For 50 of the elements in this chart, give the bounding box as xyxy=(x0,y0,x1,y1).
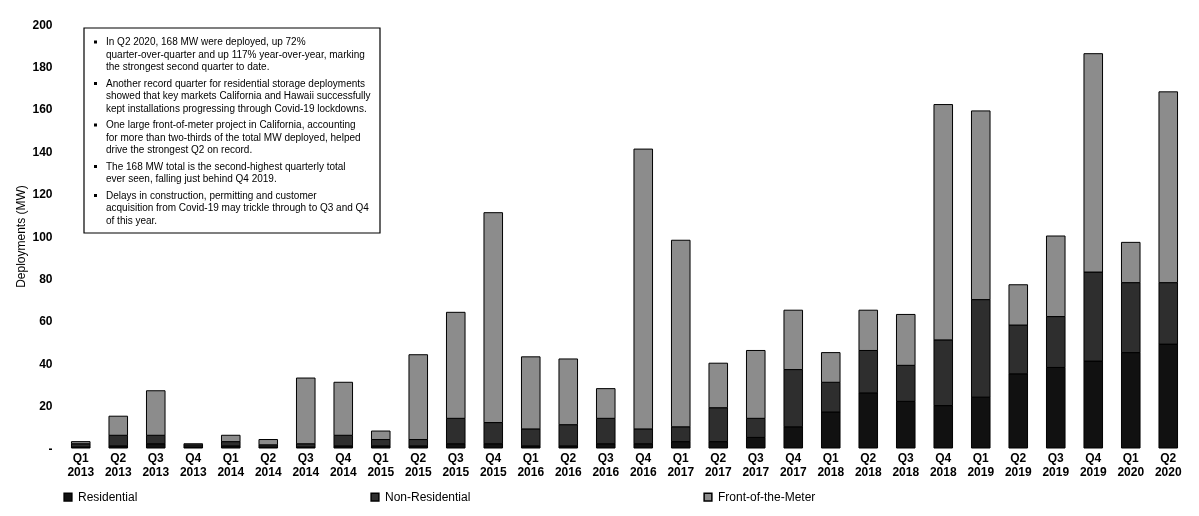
annotation: In Q2 2020, 168 MW were deployed, up 72% quarter-over-quarter and up 117% year-over-year, marking the strongest second quarter to date. xyxy=(106,36,365,72)
x-tick-label: Q3 2015 xyxy=(442,450,470,479)
x-tick-label: Q2 2017 xyxy=(704,450,732,479)
y-tick-label: 200 xyxy=(32,17,53,32)
annotation: Delays in construction, permitting and customer acquisition from Covid-19 may trickle through to Q3 and Q4 of this year. xyxy=(106,189,370,226)
x-tick-label: Q3 2016 xyxy=(592,450,620,479)
x-tick-label: Q3 2014 xyxy=(292,450,320,479)
x-tick-label: Q4 2015 xyxy=(479,450,507,479)
annotation: Another record quarter for residential storage deployments showed that key markets California and Hawaii successfully kept installations progressing through Covid-19 lockdowns. xyxy=(106,77,371,114)
y-tick-label: 80 xyxy=(39,271,53,286)
y-tick-label: - xyxy=(48,441,53,456)
x-tick-label: Q3 2018 xyxy=(892,450,920,479)
x-tick-label: Q2 2013 xyxy=(104,450,132,479)
y-tick-label: 20 xyxy=(39,399,53,414)
legend-label: Non-Residential xyxy=(385,490,471,505)
x-tick-label: Q1 2016 xyxy=(517,450,545,479)
legend-label: Residential xyxy=(78,490,138,505)
legend-label: Front-of-the-Meter xyxy=(718,490,816,505)
x-tick-label: Q2 2019 xyxy=(1004,450,1032,479)
x-tick-label: Q4 2016 xyxy=(629,450,657,479)
y-tick-label: 40 xyxy=(39,356,53,371)
x-tick-label: Q3 2019 xyxy=(1042,450,1070,479)
x-tick-label: Q2 2020 xyxy=(1154,450,1182,479)
x-tick-label: Q4 2013 xyxy=(179,450,207,479)
x-tick-label: Q4 2014 xyxy=(329,450,357,479)
x-tick-label: Q1 2017 xyxy=(667,450,695,479)
x-tick-label: Q1 2013 xyxy=(67,450,95,479)
x-tick-label: Q1 2018 xyxy=(817,450,845,479)
x-tick-label: Q4 2017 xyxy=(779,450,807,479)
x-tick-label: Q2 2018 xyxy=(854,450,882,479)
x-tick-label: Q2 2015 xyxy=(404,450,432,479)
x-tick-label: Q2 2014 xyxy=(254,450,282,479)
x-tick-label: Q2 2016 xyxy=(554,450,582,479)
x-tick-label: Q3 2013 xyxy=(142,450,170,479)
y-tick-label: 60 xyxy=(39,314,53,329)
y-tick-label: 140 xyxy=(32,144,53,159)
x-tick-label: Q1 2019 xyxy=(967,450,995,479)
annotation: The 168 MW total is the second-highest quarterly total ever seen, falling just behind Q4 2019. xyxy=(106,160,346,184)
x-tick-label: Q1 2014 xyxy=(217,450,245,479)
x-tick-label: Q4 2019 xyxy=(1079,450,1107,479)
y-axis-title: Deployments (MW) xyxy=(14,185,29,288)
y-tick-label: 180 xyxy=(32,59,53,74)
y-tick-label: 160 xyxy=(32,102,53,117)
x-tick-label: Q4 2018 xyxy=(929,450,957,479)
annotation: One large front-of-meter project in California, accounting for more than two-thirds of the total MW deployed, helped drive the strongest Q2 on record. xyxy=(106,119,361,155)
x-tick-label: Q1 2015 xyxy=(367,450,395,479)
y-tick-label: 100 xyxy=(32,229,53,244)
x-tick-label: Q1 2020 xyxy=(1117,450,1145,479)
y-tick-label: 120 xyxy=(32,187,53,202)
x-tick-label: Q3 2017 xyxy=(742,450,770,479)
